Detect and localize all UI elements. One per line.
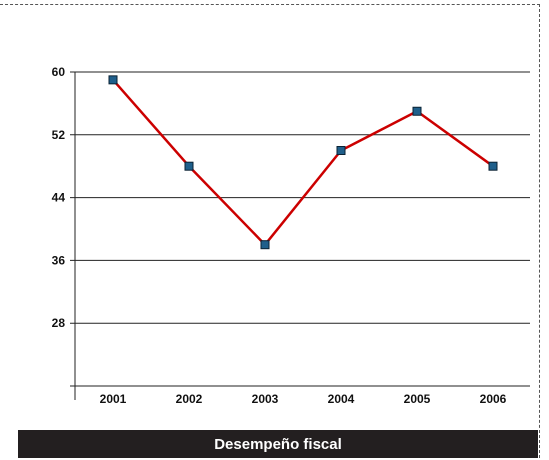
y-tick-label: 52 bbox=[52, 128, 66, 142]
y-tick-label: 60 bbox=[52, 65, 66, 79]
x-tick-label: 2001 bbox=[100, 392, 127, 406]
y-tick-label: 28 bbox=[52, 316, 66, 330]
y-tick-labels: 28 36 44 52 60 bbox=[52, 65, 66, 330]
data-point bbox=[336, 146, 346, 155]
series-lines bbox=[112, 79, 494, 246]
data-point bbox=[260, 240, 270, 250]
data-point bbox=[184, 161, 194, 171]
data-markers bbox=[108, 75, 498, 250]
x-tick-label: 2005 bbox=[404, 392, 431, 406]
x-tick-label: 2003 bbox=[252, 392, 279, 406]
axes bbox=[70, 72, 530, 400]
data-point bbox=[108, 75, 118, 85]
y-tick-label: 44 bbox=[52, 191, 66, 205]
series-line bbox=[112, 79, 494, 246]
x-tick-label: 2002 bbox=[176, 392, 203, 406]
chart-caption: Desempeño fiscal bbox=[18, 430, 538, 458]
data-point bbox=[412, 106, 422, 116]
chart-frame bbox=[0, 4, 540, 458]
x-tick-label: 2006 bbox=[480, 392, 507, 406]
data-point bbox=[488, 161, 498, 171]
grid-lines bbox=[70, 71, 530, 324]
x-tick-labels: 2001 2002 2003 2004 2005 2006 bbox=[100, 392, 507, 406]
y-tick-label: 36 bbox=[52, 253, 66, 267]
x-tick-label: 2004 bbox=[328, 392, 355, 406]
